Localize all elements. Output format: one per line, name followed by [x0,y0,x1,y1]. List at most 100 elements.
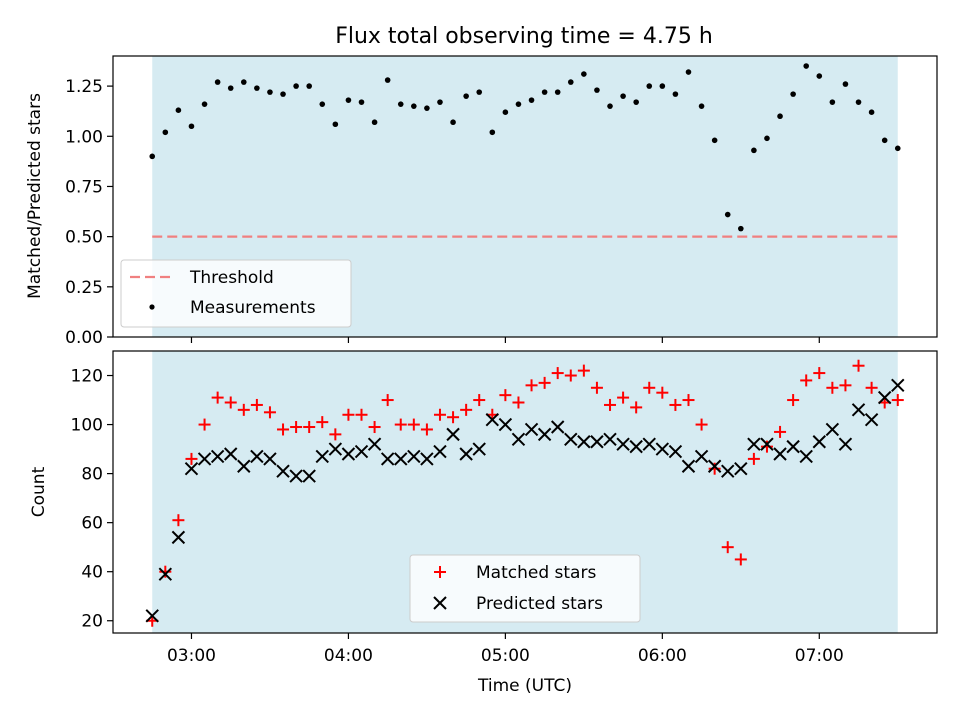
predicted-star-mark-b [184,461,199,476]
matched-star-point [813,367,826,380]
matched-star-point [800,374,813,387]
predicted-star-mark-b [851,403,866,417]
matched-star-point [159,565,172,578]
matched-star-point [316,416,329,429]
measurement-point [842,81,849,87]
bottom-y-tick-label: 20 [81,612,103,632]
predicted-star-point [511,432,526,446]
predicted-star-mark-b [629,439,643,454]
predicted-star-point [799,449,813,464]
measurement-point [541,89,548,95]
top-y-axis-ticks: 0.00 0.25 0.50 0.75 1.00 1.25 [65,77,113,348]
measurement-point [175,107,182,113]
predicted-star-point [603,432,617,446]
bottom-x-tick-label: 05:00 [481,646,530,666]
matched-star-point [407,418,420,431]
predicted-star-point [184,461,199,476]
predicted-star-mark-b [734,461,748,476]
top-y-tick-label: 0.75 [65,177,103,197]
measurement-point [751,147,757,154]
predicted-star-point [681,459,696,473]
predicted-star-point [276,464,290,478]
measurement-point [659,83,666,89]
predicted-star-mark-b [707,459,722,473]
matched-star-point [329,428,342,441]
top-legend-box [120,259,352,328]
matched-star-point [198,418,211,431]
matched-star-point [447,411,460,424]
predicted-star-point [237,459,251,473]
top-y-tick-label: 1.00 [65,127,103,147]
matched-star-point [852,359,865,372]
measurement-point [345,97,352,103]
predicted-star-point [564,432,578,446]
measurement-point [724,211,731,218]
predicted-star-mark-b [433,444,447,459]
measurement-point [214,79,221,85]
bottom-x-tick-label: 04:00 [324,646,373,666]
predicted-star-point [472,442,486,456]
predicted-star-point [341,447,356,461]
measurement-point [567,79,574,85]
predicted-star-mark-b [786,439,800,454]
predicted-star-mark-b [380,452,395,466]
top-x-axis-ticks [190,337,820,343]
predicted-star-point [537,427,552,442]
measurement-point [306,83,312,89]
predicted-star-point [433,444,447,459]
matched-star-point [277,423,290,436]
matched-star-point [865,381,878,394]
bottom-legend: Matched stars Predicted stars [409,554,641,623]
measurement-point [881,137,888,144]
matched-star-point [604,398,617,411]
predicted-star-mark-b [367,437,382,451]
predicted-star-mark-b [524,422,539,437]
predicted-star-mark-b [511,432,526,446]
measurement-point [790,91,796,97]
predicted-star-point [642,437,656,451]
predicted-star-mark-b [302,469,316,483]
predicted-star-point [851,403,866,417]
measurement-point [646,83,653,89]
measurement-point [633,99,639,105]
predicted-star-mark-b [603,432,617,446]
predicted-star-point [210,449,225,464]
matched-star-point [734,553,747,566]
predicted-star-point [838,437,853,451]
matched-star-point [172,514,185,527]
matched-star-point [303,421,316,434]
measurement-point [829,99,836,105]
predicted-star-point [616,437,630,451]
top-plot-frame [112,55,938,338]
top-y-tick-label: 0.50 [65,228,103,248]
measurement-point [411,103,417,109]
predicted-legend-label: Predicted stars [476,594,603,614]
predicted-star-mark-b [328,442,343,456]
matched-star-point [420,423,433,436]
matched-star-point [473,394,486,407]
matched-star-point [237,403,250,416]
bottom-y-tick-label: 100 [71,416,103,436]
predicted-star-point [171,530,186,545]
predicted-star-mark-b [577,435,591,449]
matched-star-point [499,389,512,402]
predicted-star-mark-b [825,422,840,437]
predicted-star-point [655,442,670,456]
predicted-star-point [158,567,173,581]
matched-star-point [787,394,800,407]
bottom-y-axis-label: Count [29,466,49,517]
predicted-star-mark-b [864,412,879,427]
measurement-point [894,145,901,152]
matched-star-point [355,408,368,421]
predicted-star-mark-b [276,464,290,478]
predicted-star-mark-b [498,417,513,432]
measurement-point [162,129,169,136]
measurement-point [188,123,195,130]
matched-star-point [538,376,551,389]
bottom-y-tick-label: 80 [81,465,103,485]
measurement-point [594,87,600,93]
measurement-point [515,101,522,107]
measurement-point [711,137,718,144]
predicted-star-mark-b [773,447,787,461]
predicted-star-mark-b [197,452,212,466]
